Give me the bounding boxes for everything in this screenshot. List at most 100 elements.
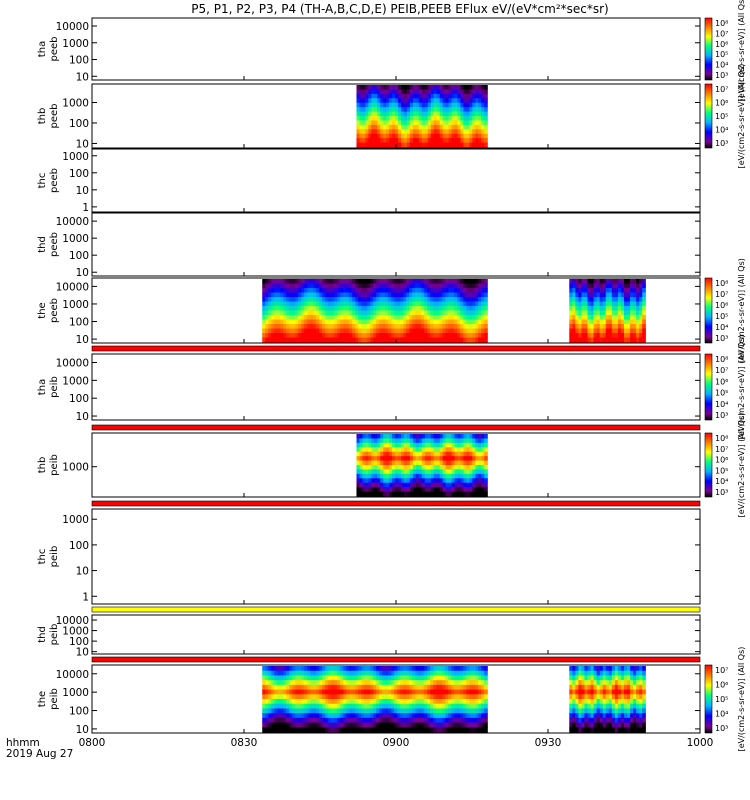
colorbar-the_peeb: 10⁸ 10⁷ 10⁶ 10⁵ 10⁴ 10³ [eV/(cm2-s-sr-eV)] (Al… [704, 258, 746, 363]
spectrogram-block [356, 434, 488, 497]
ytick-label: 10000 [56, 216, 89, 228]
colorbar-tick: 10⁷ [715, 290, 728, 299]
ylabel-product: peeb [49, 37, 60, 62]
colorbar-tick: 10⁸ [715, 19, 728, 28]
ytick-label: 1000 [62, 626, 89, 638]
colorbar-tick: 10⁴ [715, 710, 728, 719]
ylabel-probe: the [37, 691, 48, 707]
panel-frame [91, 212, 701, 277]
colorbar-the_peib: 10⁷ 10⁶ 10⁵ 10⁴ 10³ [eV/(cm2-s-sr-eV)] (All Q… [704, 647, 746, 752]
colorbar-tick: 10⁶ [715, 99, 728, 108]
panel-the_peeb: 10000 1000 100 10 the peeb [37, 277, 701, 352]
xaxis-format-label: hhmm [6, 737, 40, 749]
panel-the_peib: 10000 1000 100 10 the peib [37, 664, 701, 736]
ytick-label: 100 [69, 393, 89, 405]
panel-thd_peeb: 10000 1000 100 10 thd peeb [37, 212, 701, 279]
ylabel-probe: tha [37, 41, 48, 57]
xtick-label: 0900 [383, 737, 410, 749]
panel-thb_peeb: 1000 100 10 thb peeb [37, 83, 701, 150]
colorbar-tick: 10⁶ [715, 40, 728, 49]
colorbar-tick: 10⁴ [715, 61, 728, 70]
panel-thc_peeb: 1000 100 10 1 thc peeb [37, 148, 701, 214]
ytick-label: 100 [69, 636, 89, 648]
colorbar-label: [eV/(cm2-s-sr-eV)] (All Qs) [737, 647, 746, 752]
ytick-label: 1000 [62, 299, 89, 311]
ytick-label: 10 [76, 724, 89, 736]
ylabel-product: peeb [49, 298, 60, 323]
ylabel-product: peib [49, 454, 60, 476]
flag-bar [91, 606, 701, 613]
ytick-label: 1000 [62, 38, 89, 50]
colorbar-tick: 10⁷ [715, 666, 728, 675]
spectrogram-block [356, 85, 488, 148]
colorbar-tick: 10⁵ [715, 695, 728, 704]
colorbar-scale [704, 277, 713, 344]
ylabel-product: peib [49, 546, 60, 568]
colorbar-tick: 10⁷ [715, 29, 728, 38]
colorbar-tick: 10³ [715, 411, 728, 420]
ytick-label: 10 [76, 334, 89, 346]
ytick-label: 1000 [62, 151, 89, 163]
colorbar-scale [704, 83, 713, 149]
panel-thc_peib: 1000 100 10 1 thc peib [37, 508, 701, 613]
colorbar-tick: 10³ [715, 724, 728, 733]
colorbar-tick: 10⁴ [715, 477, 728, 486]
flag-bar [91, 345, 701, 352]
ytick-label: 1 [82, 591, 89, 603]
xtick-label: 0830 [231, 737, 258, 749]
colorbar-label: [eV/(cm2-s-sr-eV)] (All Qs) [737, 64, 746, 169]
panel-tha_peeb: 10000 1000 100 10 tha peeb [37, 17, 701, 83]
ytick-label: 1000 [62, 462, 89, 474]
ytick-label: 100 [69, 317, 89, 329]
colorbar-scale [704, 17, 713, 81]
ylabel-probe: thc [37, 173, 48, 189]
colorbar-tick: 10⁴ [715, 323, 728, 332]
xtick-label: 0800 [79, 737, 106, 749]
ylabel-probe: the [37, 302, 48, 318]
spectrogram-block [262, 279, 488, 343]
colorbar-tick: 10⁵ [715, 50, 728, 59]
colorbar-label: [eV/(cm2-s-sr-eV)] (All Qs) [737, 335, 746, 440]
flag-bar [91, 424, 701, 431]
ylabel-probe: thc [37, 549, 48, 565]
ylabel-probe: tha [37, 379, 48, 395]
spectrogram-block [569, 279, 646, 343]
ytick-label: 100 [69, 250, 89, 262]
colorbar-tick: 10⁵ [715, 312, 728, 321]
ylabel-probe: thb [37, 108, 48, 125]
panel-thb_peib: 1000 thb peib [37, 432, 701, 507]
ylabel-product: peeb [49, 232, 60, 257]
colorbar-scale [704, 432, 713, 498]
ytick-label: 100 [69, 540, 89, 552]
ytick-label: 10000 [56, 615, 89, 627]
colorbar-tick: 10⁶ [715, 301, 728, 310]
ytick-label: 100 [69, 168, 89, 180]
colorbar-tick: 10⁴ [715, 400, 728, 409]
panel-frame [91, 353, 701, 421]
ytick-label: 1000 [62, 233, 89, 245]
spectrogram-block [262, 666, 488, 733]
colorbar-tick: 10⁸ [715, 355, 728, 364]
colorbar-tick: 10³ [715, 139, 728, 148]
colorbar-scale [704, 353, 713, 421]
ylabel-probe: thd [37, 626, 48, 643]
ylabel-product: peeb [49, 104, 60, 129]
colorbar-tick: 10⁶ [715, 377, 728, 386]
ylabel-probe: thd [37, 236, 48, 253]
ytick-label: 10 [76, 267, 89, 279]
ytick-label: 100 [69, 55, 89, 67]
ytick-label: 10 [76, 138, 89, 150]
ylabel-product: peib [49, 688, 60, 710]
ytick-label: 10000 [56, 21, 89, 33]
xtick-label: 0930 [535, 737, 562, 749]
spectrogram-block [569, 666, 646, 733]
ytick-label: 1000 [62, 375, 89, 387]
colorbar-tick: 10⁵ [715, 389, 728, 398]
ytick-label: 10 [76, 185, 89, 197]
colorbar-tick: 10⁸ [715, 434, 728, 443]
panel-frame [91, 148, 701, 213]
colorbar-label: [eV/(cm2-s-sr-eV)] (All Qs) [737, 413, 746, 518]
